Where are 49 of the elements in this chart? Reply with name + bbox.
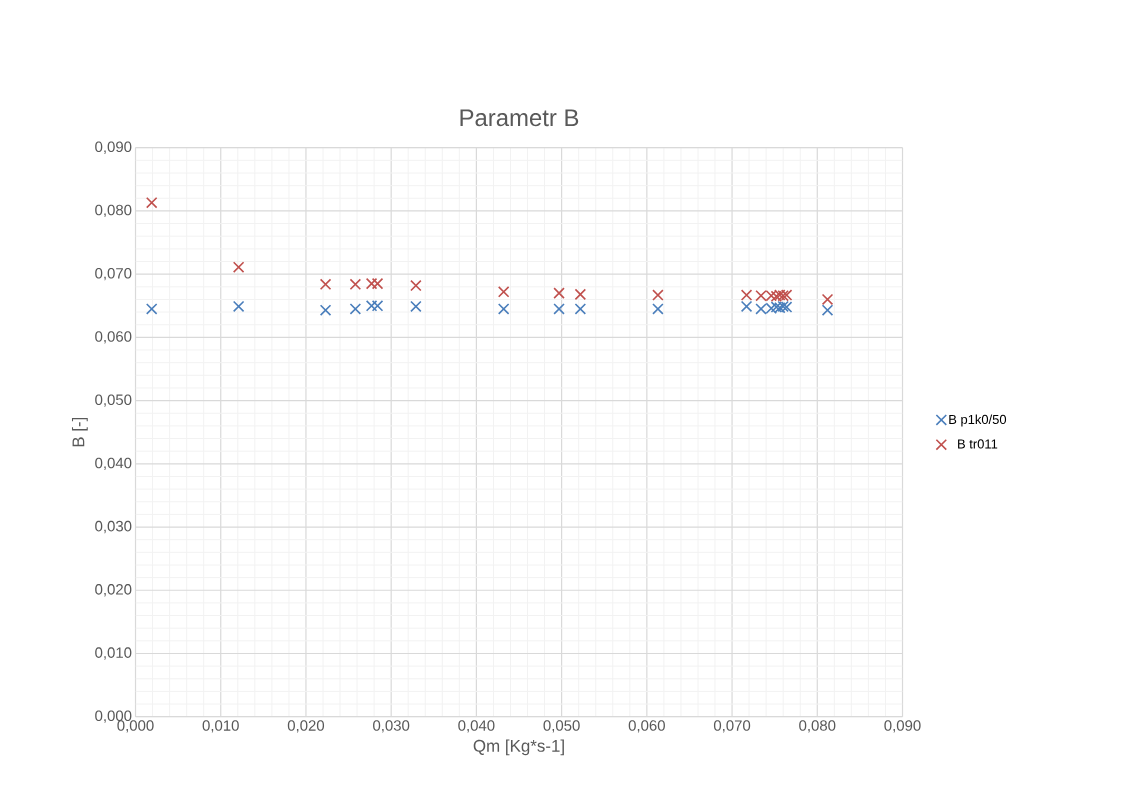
y-tick-label: 0,080 [95,204,132,218]
x-tick-label: 0,080 [799,720,836,733]
point [410,279,422,292]
point [497,303,510,315]
point [349,303,362,315]
point [371,277,384,290]
point [349,278,362,291]
point [574,303,587,315]
y-tick-label: 0,040 [95,457,132,470]
point [652,289,664,301]
y-tick-label: 0,050 [95,394,132,407]
point [553,303,565,315]
y-axis-title: B [-] [71,417,88,447]
x-tick-label: 0,040 [458,720,495,733]
point [319,304,332,316]
x-tick-label: 0,060 [628,720,665,733]
chart-title: Parametr B [460,109,579,127]
x-axis-title: Qm [Kg*s-1] [473,739,564,756]
x-tick-label: 0,050 [543,720,580,733]
point [232,261,245,273]
point [145,196,158,209]
y-tick-label: 0,020 [95,584,132,597]
point [232,300,245,313]
point [821,293,834,306]
x-tick-label: 0,010 [202,720,239,733]
x-tick-label: 0,090 [884,720,921,733]
y-tick-label: 0,010 [95,647,132,660]
point [740,289,753,301]
y-tick-label: 0,070 [95,267,132,281]
point [319,278,332,291]
point [497,286,510,298]
point [145,303,158,315]
point [410,300,422,313]
legend-label: B p1k0/50 [949,414,1007,427]
y-tick-label: 0,060 [95,331,132,344]
point [574,288,587,301]
point [553,287,565,299]
point [365,300,378,312]
point [365,277,378,290]
point [740,300,753,313]
y-tick-label: 0,030 [95,520,132,534]
point [821,304,834,316]
x-tick-label: 0,070 [713,720,751,733]
x-tick-label: 0,020 [287,720,325,733]
x-tick-label: 0,030 [373,720,410,733]
point [371,300,384,312]
point [652,303,664,315]
legend-label: B tr011 [958,439,998,449]
y-tick-label: 0,090 [95,141,132,154]
